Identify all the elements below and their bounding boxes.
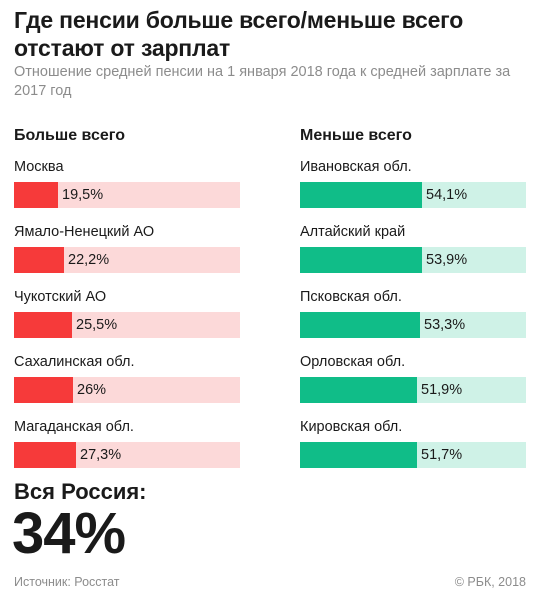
chart-subtitle: Отношение средней пенсии на 1 января 201… <box>14 64 511 99</box>
bar-category-label: Магаданская обл. <box>14 419 134 435</box>
bar-track: 19,5% <box>14 182 240 208</box>
bar-row: Алтайский край 53,9% <box>300 223 526 288</box>
most-lagging-column: Больше всего Москва 19,5% Ямало-Ненецкий А… <box>14 126 240 483</box>
bar-row: Орловская обл. 51,9% <box>300 353 526 418</box>
bar-category-label: Ямало-Ненецкий АО <box>14 224 155 240</box>
source-note: Источник: Росстат <box>14 575 120 589</box>
bar-row: Сахалинская обл. 26% <box>14 353 240 418</box>
least-lagging-header: Меньше всего <box>300 127 412 144</box>
copyright-note: © РБК, 2018 <box>454 575 526 589</box>
bar-value-label: 25,5% <box>76 317 118 333</box>
bar-value-label: 27,3% <box>80 447 122 463</box>
bar-category-label: Москва <box>14 159 64 175</box>
bar-value-label: 53,9% <box>426 252 468 268</box>
bar-track: 53,3% <box>300 312 526 338</box>
bar-value-label: 51,7% <box>421 447 463 463</box>
bar-fill <box>300 247 422 273</box>
bar-fill <box>14 247 64 273</box>
bar-value-label: 54,1% <box>426 187 468 203</box>
russia-total-label: Вся Россия: <box>14 479 147 504</box>
bar-track: 51,7% <box>300 442 526 468</box>
bar-row: Магаданская обл. 27,3% <box>14 418 240 483</box>
bar-category-label: Псковская обл. <box>300 289 402 305</box>
bar-fill <box>14 377 73 403</box>
most-lagging-rows: Москва 19,5% Ямало-Ненецкий АО 22,2% Чукотск… <box>14 158 240 483</box>
bar-row: Чукотский АО 25,5% <box>14 288 240 353</box>
bar-fill <box>300 442 417 468</box>
bar-track: 53,9% <box>300 247 526 273</box>
bar-category-label: Орловская обл. <box>300 354 406 370</box>
bar-track: 51,9% <box>300 377 526 403</box>
chart-title: Где пенсии больше всего/меньше всего отс… <box>14 7 464 61</box>
bar-row: Москва 19,5% <box>14 158 240 223</box>
most-lagging-header: Больше всего <box>14 127 126 144</box>
bar-row: Ямало-Ненецкий АО 22,2% <box>14 223 240 288</box>
bar-fill <box>14 442 76 468</box>
bar-category-label: Сахалинская обл. <box>14 354 135 370</box>
bar-track: 27,3% <box>14 442 240 468</box>
bar-category-label: Алтайский край <box>300 224 406 240</box>
bar-value-label: 53,3% <box>424 317 466 333</box>
bar-value-label: 22,2% <box>68 252 110 268</box>
bar-track: 25,5% <box>14 312 240 338</box>
bar-track: 22,2% <box>14 247 240 273</box>
bar-category-label: Ивановская обл. <box>300 159 412 175</box>
bar-fill <box>300 182 422 208</box>
bar-fill <box>300 377 417 403</box>
bar-fill <box>14 182 58 208</box>
bar-value-label: 19,5% <box>62 187 104 203</box>
bar-track: 26% <box>14 377 240 403</box>
bar-track: 54,1% <box>300 182 526 208</box>
bar-value-label: 26% <box>77 382 107 398</box>
russia-total-value: 34% <box>12 501 126 566</box>
bar-fill <box>300 312 420 338</box>
bar-fill <box>14 312 72 338</box>
bar-row: Кировская обл. 51,7% <box>300 418 526 483</box>
bar-category-label: Кировская обл. <box>300 419 403 435</box>
bar-row: Ивановская обл. 54,1% <box>300 158 526 223</box>
bar-row: Псковская обл. 53,3% <box>300 288 526 353</box>
least-lagging-column: Меньше всего Ивановская обл. 54,1% Алтайск… <box>300 126 526 483</box>
bar-value-label: 51,9% <box>421 382 463 398</box>
bar-category-label: Чукотский АО <box>14 289 107 305</box>
least-lagging-rows: Ивановская обл. 54,1% Алтайский край 53,9% П… <box>300 158 526 483</box>
